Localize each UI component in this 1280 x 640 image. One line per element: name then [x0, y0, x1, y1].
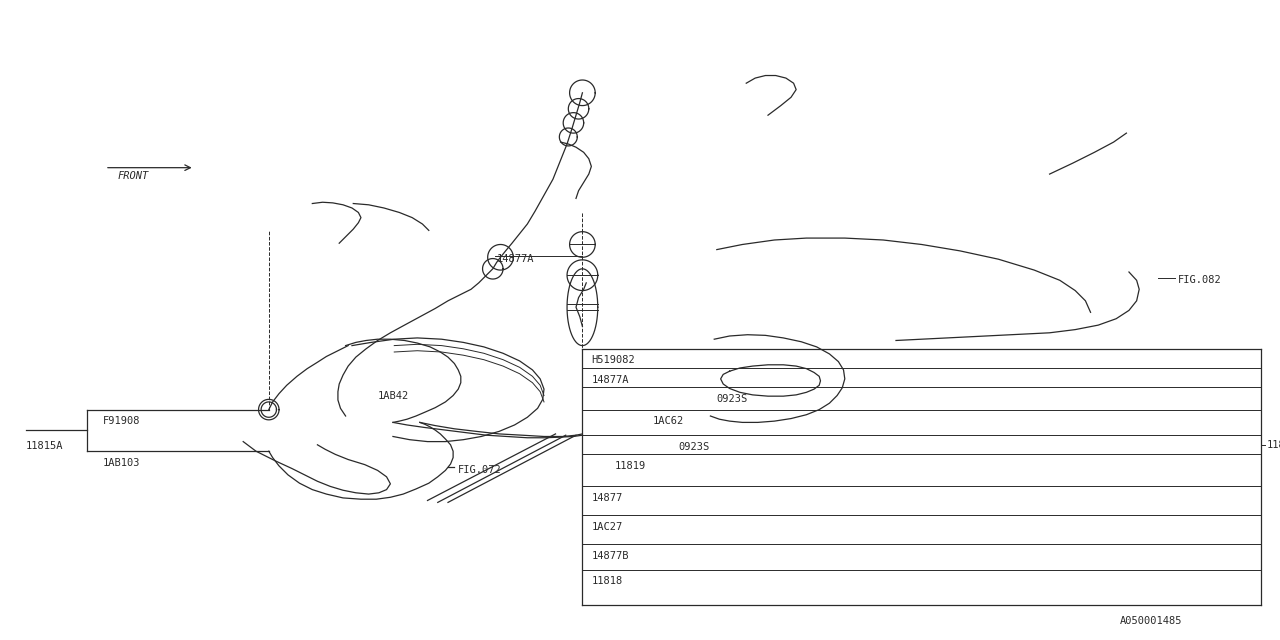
Text: 1AB103: 1AB103	[102, 458, 140, 468]
Text: 11818: 11818	[591, 576, 622, 586]
Text: 0923S: 0923S	[678, 442, 709, 452]
Text: FIG.082: FIG.082	[1178, 275, 1221, 285]
Text: FIG.072: FIG.072	[458, 465, 502, 476]
Text: 11815A: 11815A	[26, 442, 63, 451]
Text: H519082: H519082	[591, 355, 635, 365]
Text: 14877B: 14877B	[591, 550, 628, 561]
Text: 11815: 11815	[1267, 440, 1280, 450]
Text: 14877A: 14877A	[497, 254, 534, 264]
Text: A050001485: A050001485	[1120, 616, 1183, 626]
Text: 14877: 14877	[591, 493, 622, 503]
Text: 1AB42: 1AB42	[378, 390, 408, 401]
Text: 1AC62: 1AC62	[653, 416, 684, 426]
Text: 11819: 11819	[614, 461, 645, 471]
Text: 0923S: 0923S	[717, 394, 748, 404]
Text: FRONT: FRONT	[118, 171, 148, 181]
Text: 1AC27: 1AC27	[591, 522, 622, 532]
Text: 14877A: 14877A	[591, 374, 628, 385]
Text: F91908: F91908	[102, 416, 140, 426]
